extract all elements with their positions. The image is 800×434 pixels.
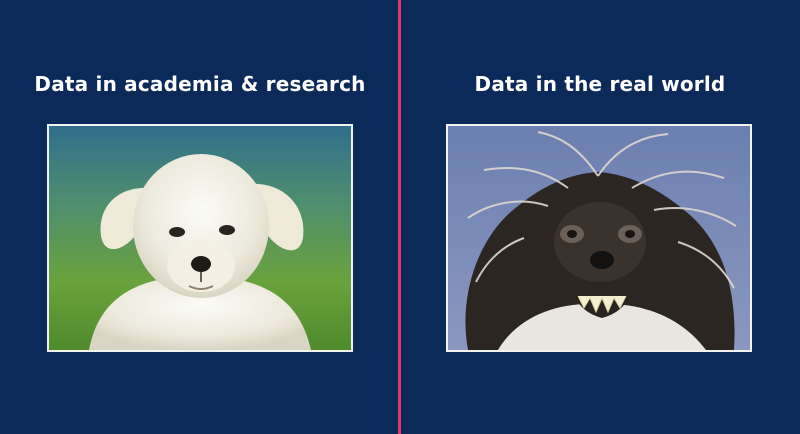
right-caption: Data in the real world (474, 72, 726, 96)
scruffy-dog-photo (446, 124, 752, 352)
scruffy-dog-image (448, 126, 750, 350)
center-divider (398, 0, 401, 434)
left-caption: Data in academia & research (34, 72, 366, 96)
cute-puppy-image (49, 126, 351, 350)
cute-puppy-photo (47, 124, 353, 352)
